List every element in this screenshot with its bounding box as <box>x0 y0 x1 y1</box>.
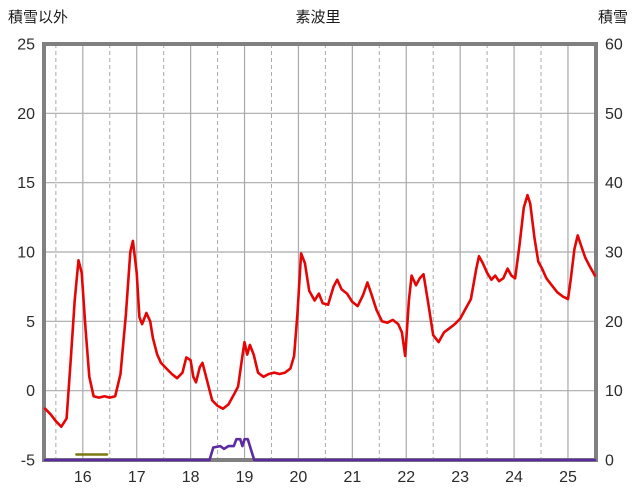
right-axis-tick-label: 10 <box>605 383 623 400</box>
left-axis-tick-label: 15 <box>17 175 35 192</box>
x-axis-tick-label: 18 <box>182 469 200 486</box>
left-axis-tick-label: 20 <box>17 106 35 123</box>
left-axis-tick-label: 5 <box>26 314 35 331</box>
x-axis-tick-label: 17 <box>128 469 146 486</box>
x-axis-tick-label: 23 <box>451 469 469 486</box>
left-axis-tick-label: 0 <box>26 383 35 400</box>
right-axis-tick-label: 0 <box>605 453 614 470</box>
right-axis-title: 積雪 <box>597 9 628 26</box>
right-axis-tick-label: 30 <box>605 245 623 262</box>
red-line <box>43 193 597 429</box>
right-axis-tick-label: 20 <box>605 314 623 331</box>
x-axis-tick-label: 22 <box>397 469 415 486</box>
x-axis-tick-label: 16 <box>74 469 92 486</box>
right-axis-tick-label: 40 <box>605 175 623 192</box>
left-axis-tick-label: 10 <box>17 245 35 262</box>
purple-line <box>43 437 597 462</box>
x-axis-tick-label: 25 <box>559 469 577 486</box>
x-axis-tick-label: 19 <box>236 469 254 486</box>
x-axis-tick-label: 20 <box>290 469 308 486</box>
right-axis-tick-label: 50 <box>605 106 623 123</box>
x-axis-tick-label: 21 <box>343 469 361 486</box>
left-axis-tick-label: 25 <box>17 37 35 54</box>
x-axis-tick-label: 24 <box>505 469 523 486</box>
right-axis-tick-label: 60 <box>605 37 623 54</box>
left-axis-tick-label: -5 <box>21 453 35 470</box>
chart-title: 素波里 <box>295 9 341 26</box>
left-axis-title: 積雪以外 <box>8 9 69 26</box>
